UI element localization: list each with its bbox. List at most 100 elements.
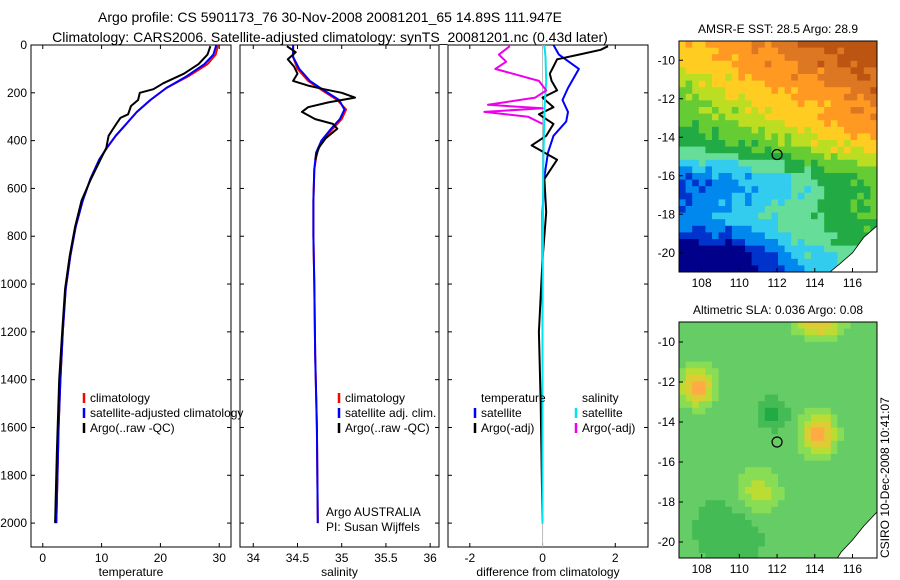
sla_map-cell xyxy=(837,460,845,468)
sla_map-cell xyxy=(679,368,687,376)
sst_map-cell xyxy=(712,54,720,62)
sla_map-cell xyxy=(745,434,753,442)
sst_map-cell xyxy=(692,265,700,272)
sla_map-cell xyxy=(745,341,753,349)
sla_map-cell xyxy=(751,467,759,475)
sst_map-cell xyxy=(824,120,832,128)
sla_map-cell xyxy=(817,513,825,521)
sla_map-cell xyxy=(804,361,812,369)
sla_map-cell xyxy=(778,454,786,462)
sla_map-cell xyxy=(870,361,877,369)
sla_map-cell xyxy=(685,460,693,468)
sst_map-cell xyxy=(857,113,865,121)
sla_map-cell xyxy=(791,401,799,409)
sst_map-cell xyxy=(797,186,805,194)
sst_map-cell xyxy=(745,179,753,187)
sla_map-cell xyxy=(725,460,733,468)
sla_map-cell xyxy=(791,493,799,501)
sst_map-cell xyxy=(718,93,726,101)
sst_map-cell xyxy=(844,212,852,220)
sst_map-cell xyxy=(685,126,693,134)
sla_map-cell xyxy=(758,401,766,409)
sst_map-cell xyxy=(824,173,832,181)
sst_map-cell xyxy=(824,60,832,68)
sst_map-cell xyxy=(791,133,799,141)
sst_map-cell xyxy=(745,74,753,82)
sla_map-cell xyxy=(804,440,812,448)
sst_map-cell xyxy=(804,67,812,75)
sla_map-cell xyxy=(778,513,786,521)
sla_map-cell xyxy=(817,493,825,501)
sla_map-cell xyxy=(712,506,720,514)
sla_map-cell xyxy=(692,355,700,363)
sst_map-cell xyxy=(811,100,819,108)
figure-title-line2: Climatology: CARS2006. Satellite-adjuste… xyxy=(52,29,608,45)
sst_map-cell xyxy=(771,186,779,194)
sst_map-cell xyxy=(824,252,832,260)
sst_map-cell xyxy=(725,126,733,134)
sla_map-cell xyxy=(718,487,726,495)
sla_map-cell xyxy=(764,467,772,475)
sst_map-cell xyxy=(718,219,726,227)
sst_map-cell xyxy=(870,140,877,148)
sla_map-cell xyxy=(857,506,865,514)
difference-xtick-label: 0 xyxy=(539,551,546,565)
difference-temperature-legend-label: Argo(-adj) xyxy=(481,421,534,435)
sla_map-cell xyxy=(837,467,845,475)
sla_map-cell xyxy=(764,335,772,343)
sla_map-cell xyxy=(778,506,786,514)
sla_map-cell xyxy=(679,322,687,330)
sla_map-panel: 108 110 112 114 116-10-12-14-16-18-20Altimet… xyxy=(658,303,878,576)
sla_map-cell xyxy=(863,447,871,455)
sla_map-cell xyxy=(718,493,726,501)
sst_map-cell xyxy=(784,146,792,154)
sla_map-cell xyxy=(844,500,852,508)
sst_map-cell xyxy=(837,232,845,240)
sla_map-cell xyxy=(811,526,819,534)
sst_map-cell xyxy=(698,153,706,161)
sla_map-cell xyxy=(817,388,825,396)
sla_map-cell xyxy=(738,341,746,349)
sst_map-cell xyxy=(844,252,852,260)
sst_map-cell xyxy=(712,252,720,260)
sla_map-cell xyxy=(685,533,693,541)
sla_map-cell xyxy=(698,500,706,508)
sla_map-cell xyxy=(817,355,825,363)
sst_map-cell xyxy=(837,239,845,247)
sla_map-cell xyxy=(804,533,812,541)
sla_map-cell xyxy=(817,553,825,558)
sst_map-cell xyxy=(698,232,706,240)
sla_map-cell xyxy=(698,434,706,442)
sst_map-cell xyxy=(830,173,838,181)
sla_map-cell xyxy=(771,388,779,396)
sst_map-cell xyxy=(712,120,720,128)
sla_map-cell xyxy=(784,553,792,558)
sst_map-cell xyxy=(811,212,819,220)
sst_map-xtick-label: 114 xyxy=(805,276,824,290)
sla_map-cell xyxy=(718,407,726,415)
sst_map-cell xyxy=(791,179,799,187)
sla_map-cell xyxy=(791,427,799,435)
sst_map-cell xyxy=(837,179,845,187)
sla_map-cell xyxy=(824,553,832,558)
salinity-xtick-label: 35.5 xyxy=(374,551,398,565)
sla_map-cell xyxy=(817,526,825,534)
sst_map-cell xyxy=(850,166,858,174)
sla_map-cell xyxy=(817,506,825,514)
sla_map-cell xyxy=(863,473,871,481)
sst_map-cell xyxy=(725,245,733,253)
sla_map-cell xyxy=(738,440,746,448)
sst_map-cell xyxy=(817,87,825,95)
sla_map-cell xyxy=(811,361,819,369)
sla_map-cell xyxy=(817,335,825,343)
sst_map-cell xyxy=(850,159,858,167)
sla_map-cell xyxy=(685,487,693,495)
sla_map-cell xyxy=(692,414,700,422)
sst_map-cell xyxy=(738,153,746,161)
sla_map-cell xyxy=(745,480,753,488)
sla_map-cell xyxy=(758,546,766,554)
sla_map-cell xyxy=(830,414,838,422)
sla_map-cell xyxy=(784,341,792,349)
sst_map-cell xyxy=(791,80,799,88)
sst_map-cell xyxy=(870,186,877,194)
